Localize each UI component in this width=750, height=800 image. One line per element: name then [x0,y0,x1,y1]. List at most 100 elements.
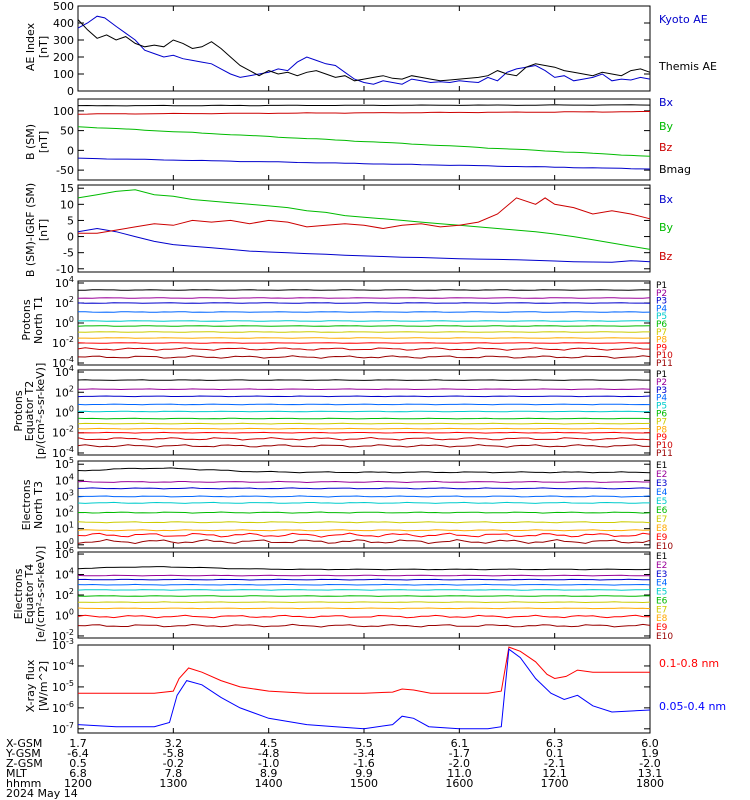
ylabel-e4-line2: Equator T4 [23,564,36,624]
panels: 0100200300400500-50050100-10-505101510-4… [52,0,673,736]
panel-0: 0 100 200 300 400 500 [53,0,651,98]
panel-frame [77,551,651,639]
xaxis-row-label: Y-GSM [5,747,41,760]
series-line-By [77,189,651,250]
channel-line [77,532,651,538]
channel-line [77,495,651,498]
legend-db-by: By [659,221,674,234]
y-tick-label: 300 [53,34,74,47]
panel-frame [77,280,651,366]
panel-frame [77,184,651,273]
y-tick-label: 10-4 [52,658,74,673]
xaxis-row-label: hhmm [6,777,41,790]
xaxis-value: 3.2 [165,737,183,750]
legend-db-bz: Bz [659,250,673,263]
panel-4: 10-4 10-2 100 102 104 P1P2P3P4P5P6P7P8P9P10P1… [52,364,673,460]
y-tick-label: -50 [56,164,74,177]
channel-label: E8 [656,614,668,624]
channel-line [77,444,650,448]
ylabel-e3-line2: North T3 [32,481,45,529]
legend-b-bz: Bz [659,141,673,154]
y-tick-label: 103 [55,488,74,503]
legend-xray: 0.1-0.8 nm 0.05-0.4 nm [659,657,726,713]
channel-label: P10 [656,441,673,451]
xaxis-value: 5.5 [355,737,373,750]
channel-line [77,311,651,313]
channel-label: E1 [656,461,667,471]
y-tick-label: 10 [60,198,74,211]
panel-3: 10-4 10-2 100 102 104 P1P2P3P4P5P6P7P8P9P10P1… [52,275,673,370]
y-tick-label: 15 [60,182,74,195]
channel-label: E4 [656,579,668,589]
channel-label: E6 [656,506,668,516]
channel-line [77,501,650,504]
series-line-Themis AE [77,19,651,82]
channel-label: E2 [656,561,667,571]
y-tick-label: 400 [53,17,74,30]
channel-line [77,325,651,327]
y-tick-label: 10-6 [52,700,74,715]
xaxis-value: 9.9 [355,767,373,780]
y-tick-label: 106 [55,546,74,561]
ylabel-e4-line1: Electrons [12,568,25,619]
channel-label: E10 [656,542,673,552]
channel-label: E10 [656,632,673,642]
y-tick-label: 100 [55,405,74,420]
channel-label: P5 [656,402,667,412]
xaxis-value: 0.5 [69,757,87,770]
xaxis-value: 6.1 [451,737,469,750]
ylabel-db-line1: B (SM)-IGRF (SM) [24,183,37,277]
xaxis-value: 1.7 [69,737,87,750]
ylabel-ae-line1: AE Index [24,22,37,71]
channel-label: E4 [656,488,668,498]
series-line-Bx [77,227,651,263]
xaxis-value: -2.0 [639,757,660,770]
xaxis-value: 13.1 [638,767,663,780]
y-tick-label: 10-2 [52,335,74,350]
channel-label: E7 [656,605,667,615]
xaxis-value: 8.9 [260,767,278,780]
channel-line [77,595,650,597]
channel-label: P6 [656,410,667,420]
y-tick-label: 10-4 [52,355,74,370]
channel-label: E3 [656,570,667,580]
xaxis-value: -3.4 [353,747,374,760]
y-tick-label: 102 [55,587,74,602]
channel-label: P8 [656,425,667,435]
series-line-Bz [78,197,651,234]
xaxis-value: -1.7 [449,747,470,760]
channel-line [77,347,650,351]
channel-line [78,337,651,339]
ylabel-e3: Electrons North T3 [20,479,45,530]
y-tick-label: 10-2 [52,425,74,440]
channel-line [77,297,651,299]
channel-label: P8 [656,336,667,346]
channel-label: P9 [656,343,667,353]
xaxis-value: 1600 [445,777,473,790]
channel-line [77,487,651,490]
y-tick-label: 500 [53,0,74,13]
channel-line [78,320,651,322]
xaxis-row-label: X-GSM [6,737,42,750]
channel-label: P7 [656,328,667,338]
xaxis-value: 0.1 [546,747,564,760]
channel-label: P2 [656,378,667,388]
legend-xray-short: 0.05-0.4 nm [659,700,726,713]
channel-line [77,480,650,484]
channel-label: P3 [656,297,667,307]
legend-b-bx: Bx [659,96,674,109]
ylabel-xr-line1: X-ray flux [24,659,37,712]
channel-line [78,511,651,514]
channel-line [77,589,651,591]
xaxis-row-label: MLT [6,767,27,780]
channel-label: E6 [656,596,668,606]
xaxis-value: 1200 [64,777,92,790]
xaxis-value: 1700 [541,777,569,790]
xaxis-value: 12.1 [542,767,567,780]
channel-line [77,607,651,610]
ylabel-e4-line3: [e/(cm²-s-sr-keV)] [34,546,47,642]
channel-label: P4 [656,304,667,314]
ylabel-db: B (SM)-IGRF (SM) [nT] [24,183,50,277]
y-tick-label: 100 [55,607,74,622]
